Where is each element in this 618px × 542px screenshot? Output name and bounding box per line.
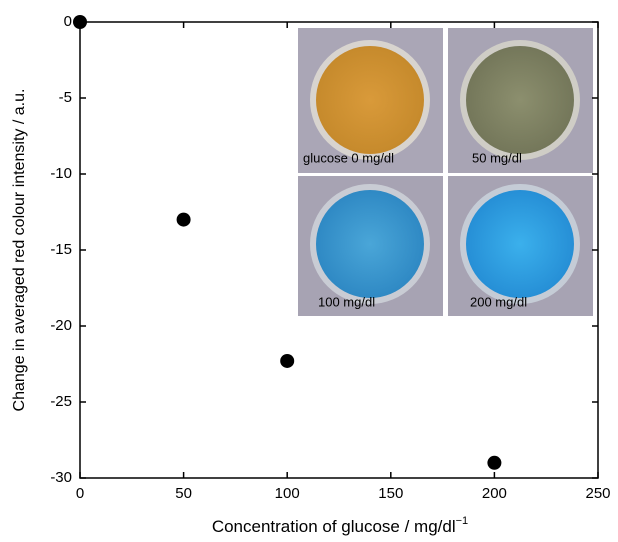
inset-label: glucose 0 mg/dl [303, 150, 394, 165]
x-tick-label: 50 [175, 485, 192, 502]
y-tick-label: -30 [50, 469, 72, 486]
x-axis-label-text: Concentration of glucose / mg/dl [212, 517, 456, 536]
y-axis-label: Change in averaged red colour intensity … [11, 89, 28, 412]
y-tick-label: -20 [50, 317, 72, 334]
x-tick-label: 250 [585, 485, 610, 502]
data-point [280, 353, 295, 368]
data-point [176, 212, 191, 227]
inset-label: 200 mg/dl [470, 294, 527, 309]
x-tick-label: 150 [378, 485, 403, 502]
data-point [73, 15, 87, 29]
x-tick-label: 100 [275, 485, 300, 502]
photo-liquid [316, 46, 424, 154]
x-tick-label: 0 [76, 485, 84, 502]
photo-liquid [316, 190, 424, 298]
inset-label: 50 mg/dl [472, 150, 522, 165]
y-tick-label: -15 [50, 241, 72, 258]
y-tick-label: 0 [64, 13, 72, 30]
inset-label: 100 mg/dl [318, 294, 375, 309]
photo-liquid [466, 190, 574, 298]
x-tick-label: 200 [482, 485, 507, 502]
x-axis-label: Concentration of glucose / mg/dl−1 [212, 515, 468, 537]
data-point [487, 455, 502, 470]
y-tick-label: -25 [50, 393, 72, 410]
x-axis-label-superscript: −1 [456, 515, 469, 527]
y-tick-label: -5 [59, 89, 72, 106]
photo-liquid [466, 46, 574, 154]
inset-photos: glucose 0 mg/dl 50 mg/dl 100 mg/dl 200 m… [298, 28, 593, 316]
y-tick-label: -10 [50, 165, 72, 182]
